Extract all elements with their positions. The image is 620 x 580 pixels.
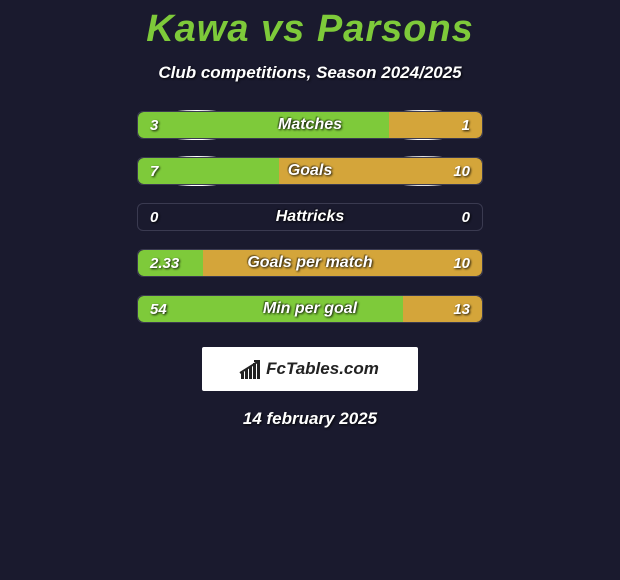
page-subtitle: Club competitions, Season 2024/2025 (158, 63, 461, 83)
stat-bar: 7Goals10 (137, 157, 483, 185)
stat-row: 3Matches1 (137, 111, 483, 139)
stat-row: 54Min per goal13 (137, 295, 483, 323)
chart-icon (241, 360, 260, 379)
stat-bar: 2.33Goals per match10 (137, 249, 483, 277)
comparison-container: Kawa vs Parsons Club competitions, Seaso… (0, 0, 620, 429)
stat-right-value: 0 (462, 209, 470, 226)
stat-bar: 54Min per goal13 (137, 295, 483, 323)
stat-label: Matches (138, 116, 482, 134)
stat-right-value: 1 (462, 117, 470, 134)
logo-text: FcTables.com (266, 359, 379, 379)
comparison-date: 14 february 2025 (243, 409, 377, 429)
stat-label: Goals per match (138, 254, 482, 272)
stat-label: Min per goal (138, 300, 482, 318)
stat-row: 2.33Goals per match10 (137, 249, 483, 277)
stat-row: 7Goals10 (137, 157, 483, 185)
stat-right-value: 10 (453, 163, 470, 180)
stats-list: 3Matches1 7Goals10 0Hattricks0 2.33Goals pe… (137, 111, 483, 341)
stat-label: Hattricks (138, 208, 482, 226)
stat-label: Goals (138, 162, 482, 180)
fctables-logo[interactable]: FcTables.com (202, 347, 418, 391)
stat-row: 0Hattricks0 (137, 203, 483, 231)
stat-bar: 0Hattricks0 (137, 203, 483, 231)
page-title: Kawa vs Parsons (146, 8, 474, 51)
stat-right-value: 13 (453, 301, 470, 318)
stat-bar: 3Matches1 (137, 111, 483, 139)
stat-right-value: 10 (453, 255, 470, 272)
